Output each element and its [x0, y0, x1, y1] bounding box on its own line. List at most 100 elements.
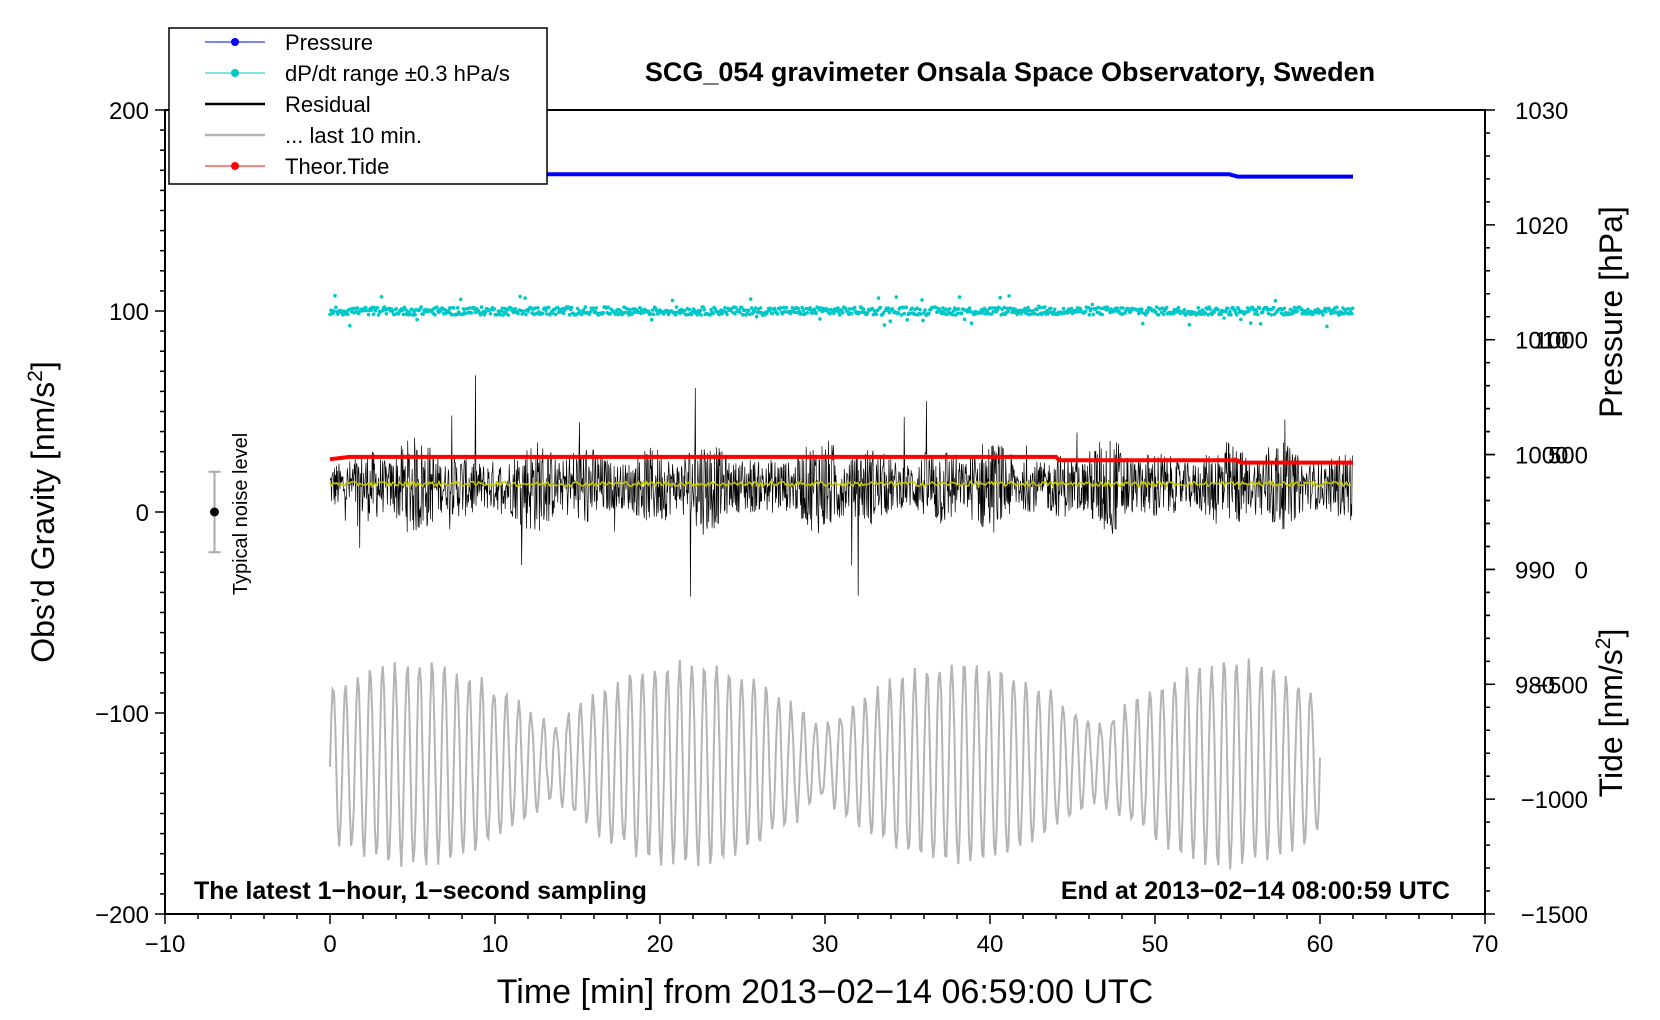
dpdt-point: [415, 317, 419, 322]
dpdt-point: [818, 317, 822, 321]
dpdt-point: [655, 312, 660, 316]
dpdt-point: [857, 310, 862, 315]
dpdt-point: [433, 312, 437, 317]
dpdt-point: [333, 294, 337, 298]
y-tick-label-pressure: 1010: [1515, 328, 1568, 355]
dpdt-point: [1266, 311, 1271, 316]
dpdt-point: [934, 305, 938, 310]
dpdt-point: [748, 297, 753, 301]
x-tick-label: 0: [323, 931, 336, 958]
dpdt-point: [513, 306, 517, 311]
dpdt-point: [518, 294, 522, 299]
noise-level-indicator: [208, 470, 221, 554]
dpdt-point: [566, 305, 571, 309]
dpdt-point: [1224, 309, 1228, 314]
dpdt-point: [792, 310, 797, 315]
dpdt-point: [1141, 321, 1145, 326]
dpdt-point: [479, 305, 484, 309]
legend-marker: [231, 69, 239, 77]
dpdt-point: [955, 311, 960, 316]
dpdt-point: [796, 306, 801, 311]
dpdt-point: [577, 309, 582, 313]
dpdt-point: [500, 306, 505, 311]
legend: Pressure dP/dt range ±0.3 hPa/s Residual..…: [168, 27, 548, 185]
dpdt-point: [1121, 306, 1125, 310]
dpdt-point: [533, 306, 537, 311]
dpdt-point: [723, 306, 727, 310]
dpdt-point: [1186, 309, 1191, 314]
dpdt-point: [778, 306, 783, 310]
dpdt-point: [1248, 321, 1253, 325]
dpdt-point: [1091, 312, 1096, 317]
dpdt-point: [467, 306, 472, 310]
dpdt-point: [448, 306, 452, 310]
y-tick-label-left: 200: [109, 98, 149, 125]
dpdt-point: [1321, 313, 1325, 317]
dpdt-point: [872, 309, 877, 313]
dpdt-point: [758, 306, 763, 310]
dpdt-point: [753, 306, 758, 310]
chart-title: SCG_054 gravimeter Onsala Space Observat…: [645, 57, 1375, 87]
dpdt-point: [998, 295, 1002, 300]
dpdt-point: [1025, 309, 1029, 313]
dpdt-point: [536, 306, 540, 310]
y-tick-label-left: 100: [109, 299, 149, 326]
dpdt-point: [997, 305, 1001, 310]
dpdt-point: [355, 306, 360, 310]
y-tick-label-pressure: 980: [1515, 672, 1555, 699]
noise-bar-center: [210, 507, 219, 517]
dpdt-point: [698, 308, 703, 313]
dpdt-point: [545, 312, 549, 316]
dpdt-point: [649, 312, 653, 316]
dpdt-point: [647, 309, 651, 314]
dpdt-point: [1269, 313, 1274, 317]
dpdt-point: [1043, 305, 1047, 309]
dpdt-point: [1309, 309, 1313, 314]
dpdt-point: [956, 307, 961, 311]
dpdt-point: [435, 305, 439, 310]
dpdt-point: [738, 310, 742, 315]
dpdt-point: [1083, 309, 1088, 314]
x-tick-label: 70: [1472, 931, 1499, 958]
dpdt-point: [1237, 307, 1241, 312]
pressure-line: [330, 172, 1353, 179]
dpdt-point: [772, 306, 777, 311]
dpdt-point: [734, 305, 738, 310]
dpdt-point: [1350, 306, 1355, 311]
y-tick-label-tide: −1000: [1521, 787, 1588, 814]
dpdt-point: [1038, 305, 1042, 310]
dpdt-point: [1036, 312, 1040, 317]
dpdt-point: [986, 311, 991, 316]
dpdt-point: [1254, 309, 1259, 314]
dpdt-point: [1222, 316, 1226, 320]
dpdt-point: [741, 312, 745, 317]
dpdt-point: [366, 312, 371, 317]
dpdt-point: [711, 311, 715, 316]
dpdt-point: [749, 306, 754, 310]
dpdt-point: [380, 308, 385, 313]
dpdt-point: [1349, 312, 1354, 316]
x-tick-label: 20: [647, 931, 674, 958]
dpdt-point: [553, 312, 558, 317]
legend-label: Theor.Tide: [285, 154, 389, 179]
dpdt-point: [401, 312, 406, 317]
series-layer: [328, 172, 1355, 870]
dpdt-point: [523, 296, 527, 300]
dpdt-point: [567, 312, 572, 317]
dpdt-point: [1216, 307, 1220, 312]
dpdt-point: [551, 311, 555, 315]
dpdt-point: [775, 312, 780, 316]
dpdt-point: [752, 309, 757, 314]
dpdt-point: [921, 318, 925, 323]
dpdt-point: [1156, 313, 1161, 317]
dpdt-point: [670, 298, 675, 303]
dpdt-point: [1023, 306, 1027, 311]
dpdt-point: [899, 313, 903, 317]
dpdt-point: [1006, 309, 1010, 314]
dpdt-point: [524, 312, 528, 317]
dpdt-point: [384, 311, 389, 316]
y-tick-label-tide: −500: [1534, 672, 1588, 699]
dpdt-point: [1087, 313, 1092, 317]
dpdt-point: [768, 306, 773, 311]
